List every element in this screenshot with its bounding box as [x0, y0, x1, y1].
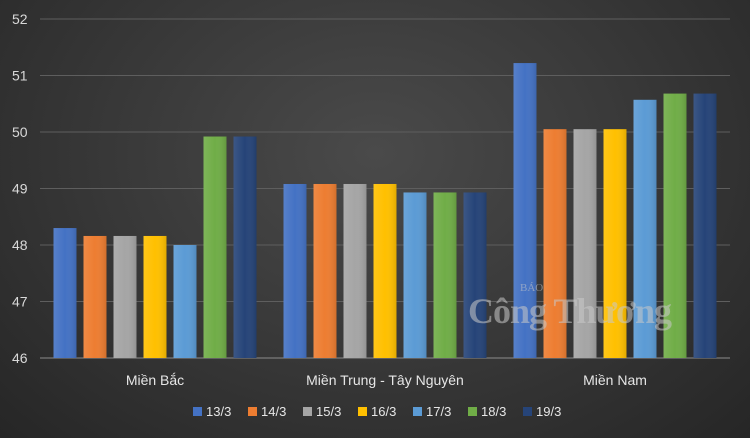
category-label: Miền Bắc	[126, 372, 184, 388]
watermark-big-text: Công Thương	[468, 291, 672, 331]
y-tick-label: 46	[12, 350, 28, 366]
watermark-small-text: BÁO	[520, 282, 543, 294]
y-tick-label: 50	[12, 124, 28, 140]
bar-shading	[143, 235, 167, 358]
bar-shading	[663, 93, 687, 358]
bar-shading	[373, 183, 397, 358]
x-axis-categories: Miền Bắc Miền Trung - Tây Nguyên Miền Nam	[126, 372, 647, 388]
y-tick-label: 51	[12, 68, 28, 84]
watermark-logo: BÁO Công Thương	[468, 282, 673, 331]
y-axis-ticks: 46 47 48 49 50 51 52	[12, 11, 28, 366]
bar-shading	[513, 63, 537, 358]
category-label: Miền Nam	[583, 372, 647, 388]
legend-swatch	[468, 407, 477, 416]
bar-shading	[603, 129, 627, 358]
legend-swatch	[193, 407, 202, 416]
legend-label: 16/3	[371, 404, 396, 419]
bar-shading	[403, 192, 427, 358]
legend: 13/3 14/3 15/3 16/3 17/3 18/3 19/3	[193, 404, 561, 419]
legend-label: 18/3	[481, 404, 506, 419]
bar-shading	[173, 245, 197, 358]
bar-shading	[313, 183, 337, 358]
y-tick-label: 48	[12, 237, 28, 253]
bar-shading	[283, 183, 307, 358]
bar-shading	[203, 136, 227, 358]
legend-swatch	[303, 407, 312, 416]
y-tick-label: 52	[12, 11, 28, 27]
bar-shading	[233, 136, 257, 358]
bar-shading	[343, 183, 367, 358]
legend-swatch	[523, 407, 532, 416]
legend-label: 17/3	[426, 404, 451, 419]
bar-shading	[573, 129, 597, 358]
bar-shading	[633, 99, 657, 359]
legend-label: 19/3	[536, 404, 561, 419]
bars	[53, 63, 717, 359]
legend-label: 13/3	[206, 404, 231, 419]
y-tick-label: 49	[12, 181, 28, 197]
legend-label: 15/3	[316, 404, 341, 419]
bar-shading	[463, 192, 487, 358]
y-tick-label: 47	[12, 294, 28, 310]
bar-shading	[113, 235, 137, 358]
category-label: Miền Trung - Tây Nguyên	[306, 372, 464, 388]
legend-swatch	[358, 407, 367, 416]
bar-shading	[543, 129, 567, 358]
bar-shading	[53, 228, 77, 358]
bar-shading	[693, 93, 717, 358]
legend-swatch	[248, 407, 257, 416]
legend-label: 14/3	[261, 404, 286, 419]
bar-shading	[83, 235, 107, 358]
legend-swatch	[413, 407, 422, 416]
bar-shading	[433, 192, 457, 358]
